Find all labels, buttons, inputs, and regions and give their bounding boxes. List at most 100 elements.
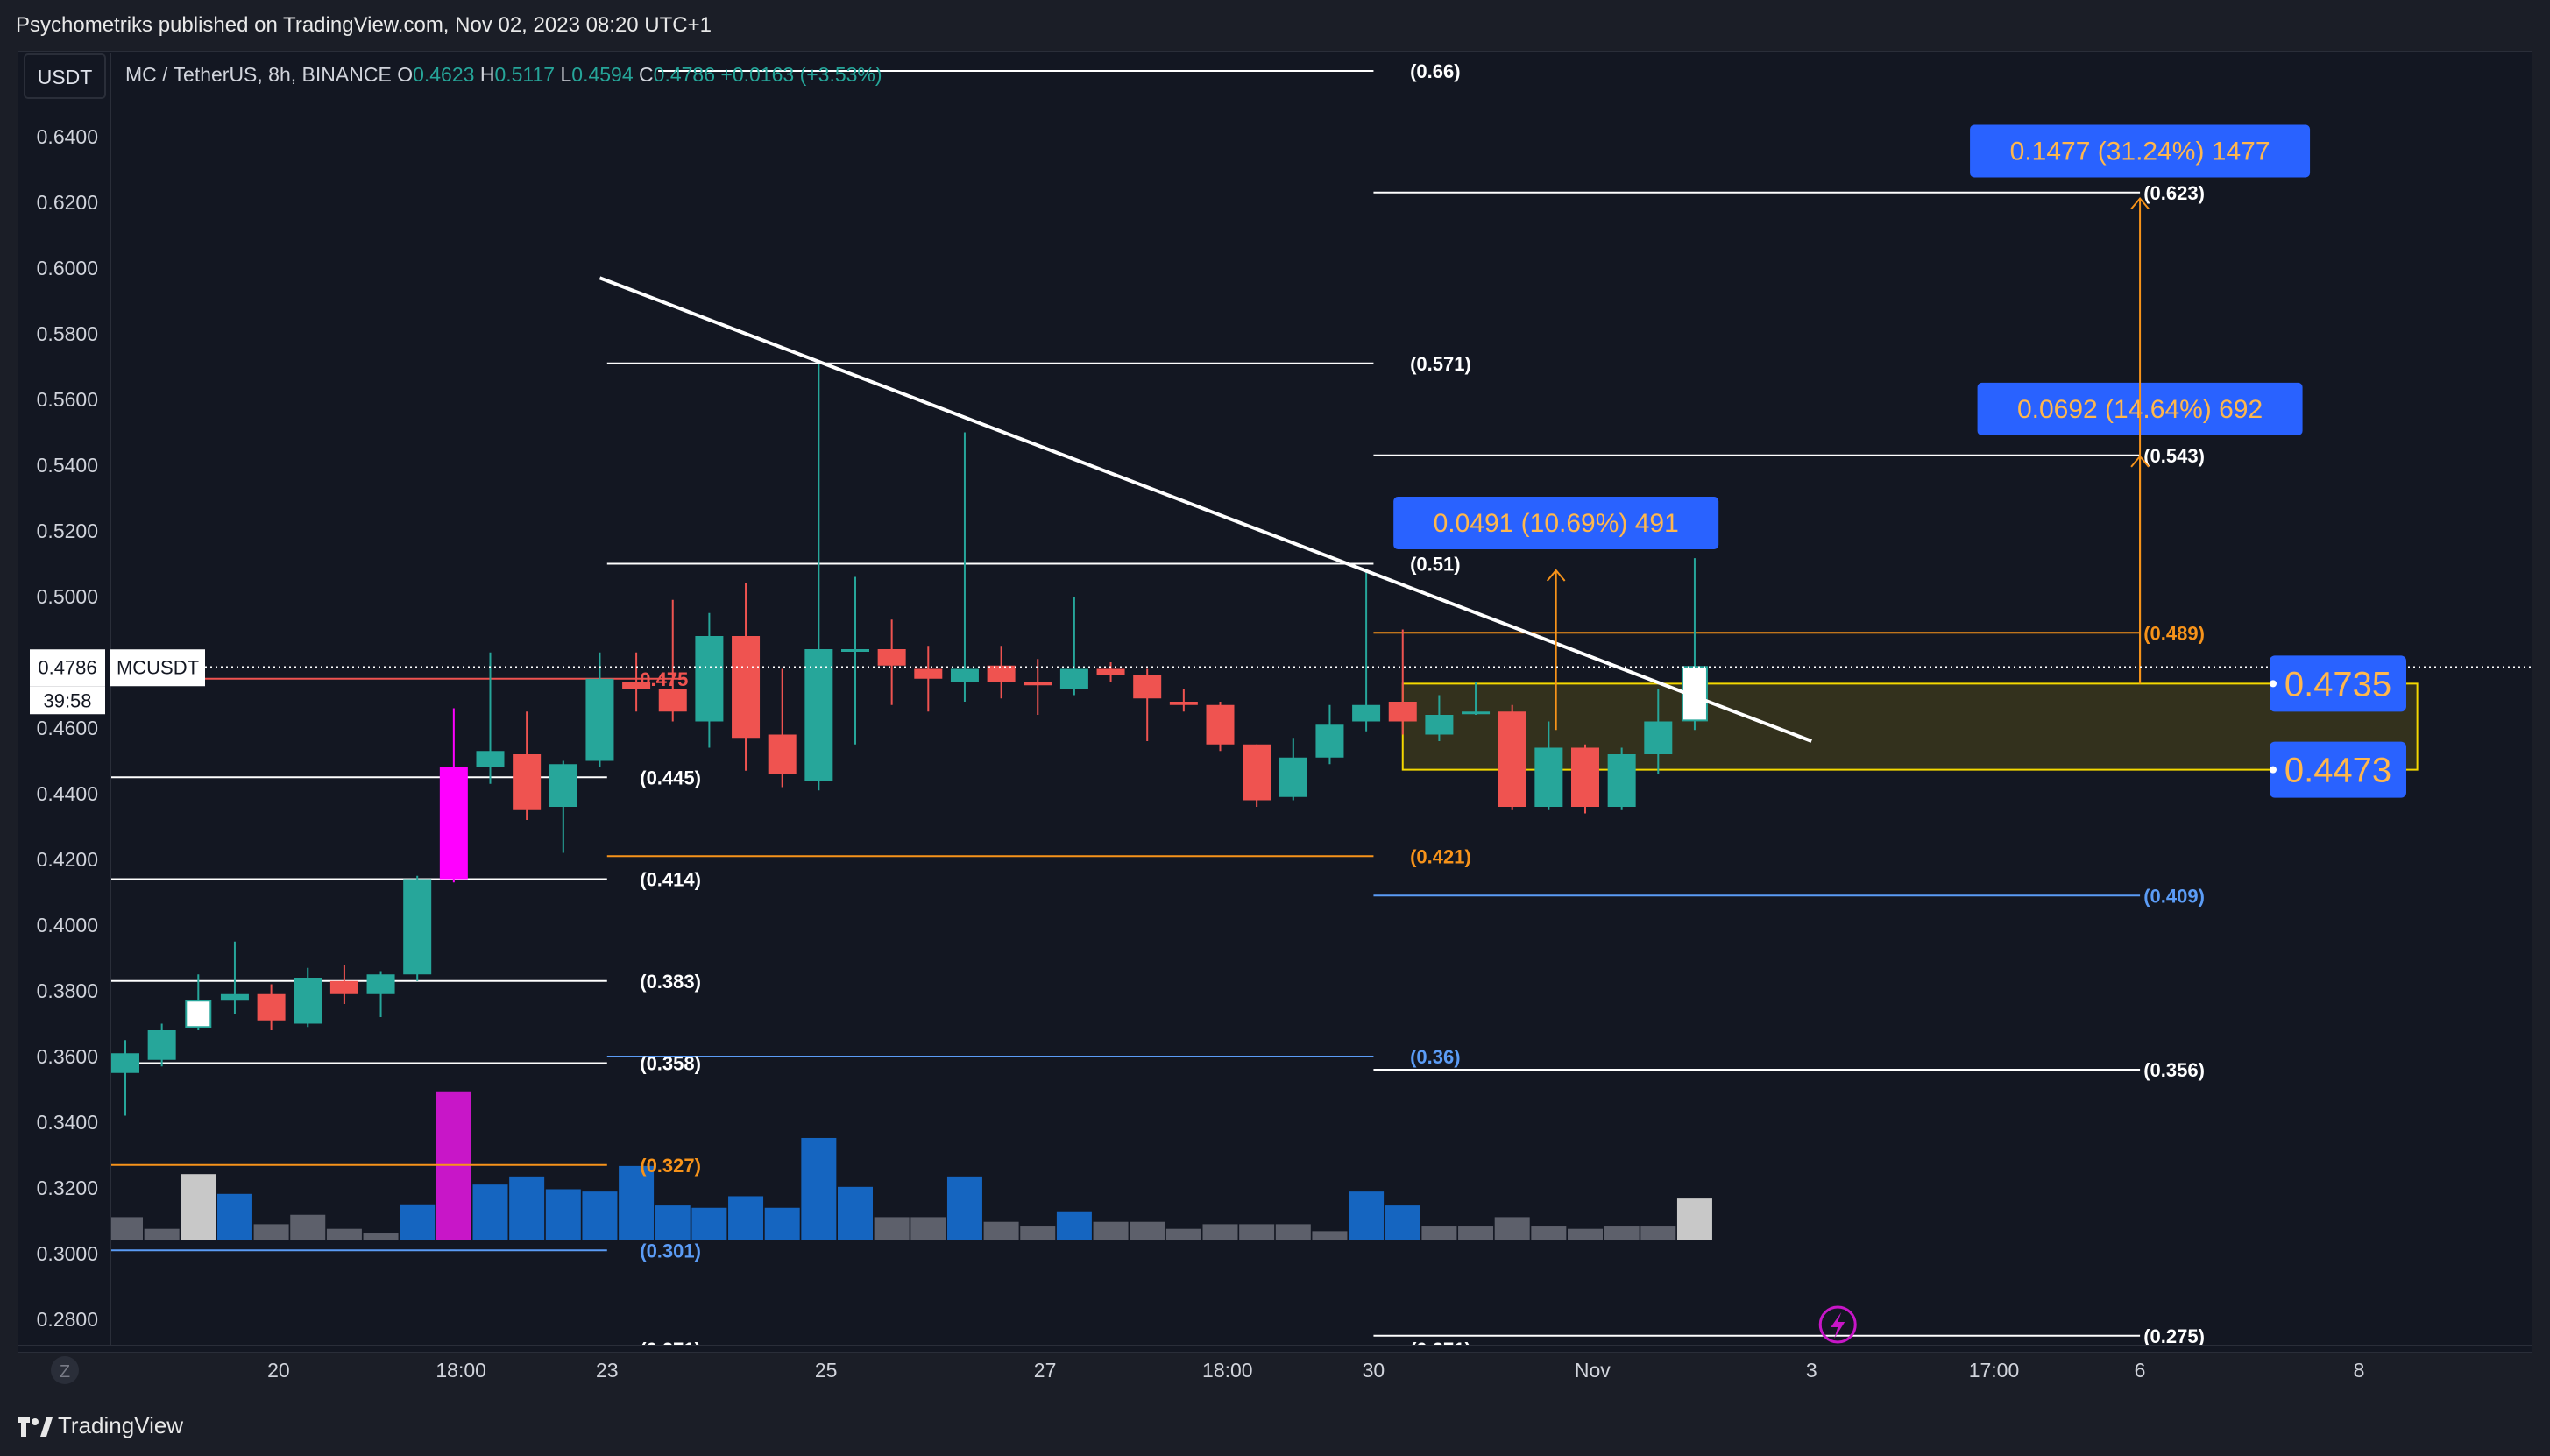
candle-body[interactable] [1133, 675, 1162, 699]
trend-line[interactable] [599, 276, 1812, 743]
candle-body[interactable] [1059, 668, 1088, 689]
candle-body[interactable] [329, 980, 358, 994]
candle-body[interactable] [1024, 682, 1052, 686]
candle-body[interactable] [476, 751, 505, 767]
y-axis-tick-label: 0.3600 [37, 1045, 98, 1068]
candle-body[interactable] [366, 974, 395, 994]
candle-body[interactable] [549, 764, 577, 807]
y-axis-tick-label: 0.5000 [37, 585, 98, 608]
candle-body[interactable] [220, 993, 249, 1001]
volume-bar [1458, 1226, 1494, 1240]
candle-body[interactable] [1425, 715, 1454, 735]
candle-body[interactable] [1607, 754, 1636, 807]
candle-body[interactable] [841, 649, 869, 652]
volume-bar [144, 1228, 180, 1240]
countdown-bg [30, 686, 105, 715]
legend-o-value: 0.4623 [413, 63, 480, 86]
candle-body[interactable] [622, 682, 651, 689]
volume-bar [545, 1189, 581, 1240]
candle-body[interactable] [804, 649, 833, 781]
lightning-alert-icon[interactable] [1818, 1305, 1857, 1344]
y-axis-tick-label: 0.4400 [37, 782, 98, 805]
volume-bar [363, 1233, 399, 1240]
candle-body[interactable] [294, 978, 322, 1024]
legend-h-label: H [480, 63, 495, 86]
zone-price-tag[interactable]: 0.4473 [2270, 741, 2406, 798]
support-zone[interactable] [1401, 682, 2419, 771]
volume-bar [110, 1217, 143, 1240]
fib-level-label: (0.571) [1410, 353, 1471, 375]
candle-body[interactable] [1279, 757, 1307, 797]
candle-body[interactable] [111, 1053, 139, 1073]
legend-symbol: MC / TetherUS, 8h, BINANCE [125, 63, 397, 86]
candle-body[interactable] [1352, 704, 1381, 722]
volume-bar [1093, 1221, 1129, 1240]
currency-button[interactable]: USDT [24, 53, 106, 99]
candle-body[interactable] [1206, 704, 1235, 745]
candle-body[interactable] [1315, 724, 1344, 758]
fib-level-label: (0.271) [640, 1339, 701, 1361]
zone-price-tag[interactable]: 0.4735 [2270, 655, 2406, 712]
candle-body[interactable] [1498, 711, 1526, 807]
z-goto-date-icon [51, 1356, 79, 1384]
plot-area[interactable]: (0.66) (0.623) (0.571) (0.543) (0.51) (0.489)… [108, 60, 2419, 1361]
y-axis-tick-label: 0.4000 [37, 914, 98, 937]
fib-level-label: (0.383) [640, 971, 701, 993]
candle-body[interactable] [1462, 711, 1491, 715]
fib-level-label: (0.36) [1410, 1046, 1460, 1068]
y-axis-tick-label: 0.5200 [37, 519, 98, 542]
candle-body[interactable] [185, 1000, 212, 1028]
volume-bar [910, 1217, 946, 1240]
fib-level-label: (0.489) [2143, 622, 2205, 644]
y-axis-tick-label: 0.3400 [37, 1111, 98, 1134]
x-axis-tick-label: 6 [2135, 1359, 2146, 1382]
candle-body[interactable] [987, 665, 1016, 682]
ticker-tag-label: MCUSDT [117, 656, 199, 678]
measure-badge[interactable] [1393, 497, 1719, 549]
volume-bar [801, 1137, 837, 1240]
measure-badge[interactable] [1970, 124, 2311, 178]
top-bar: Psychometriks published on TradingView.c… [0, 0, 2550, 51]
x-axis-tick-label: 17:00 [1969, 1359, 2020, 1382]
candle-body[interactable] [1571, 747, 1599, 808]
candle-body[interactable] [439, 767, 468, 880]
candle-body[interactable] [768, 734, 797, 774]
legend-change: +0.0163 (+3.53%) [720, 63, 882, 86]
goto-date-button[interactable]: Z [51, 1356, 79, 1384]
candle-body[interactable] [1644, 721, 1673, 755]
brand-name: TradingView [58, 1412, 184, 1438]
ticker-tag-bg [110, 649, 205, 687]
fib-level-label: (0.356) [2143, 1059, 2205, 1081]
volume-bar [838, 1186, 873, 1240]
candle-body[interactable] [403, 879, 432, 975]
candle-body[interactable] [1096, 668, 1125, 676]
x-axis-tick-label: 18:00 [436, 1359, 486, 1382]
candle-body[interactable] [658, 689, 687, 712]
candle-body[interactable] [1243, 744, 1271, 801]
candle-body[interactable] [585, 678, 614, 761]
candle-body[interactable] [513, 754, 542, 810]
volume-bar [1568, 1228, 1603, 1240]
volume-bar [509, 1176, 545, 1240]
current-price-tag[interactable]: 0.4786 39:58 MCUSDT [30, 649, 205, 715]
candle-body[interactable] [147, 1030, 176, 1060]
measure-arrow-icon [1546, 569, 1566, 582]
candle-body[interactable] [914, 668, 943, 679]
candle-body[interactable] [695, 636, 724, 722]
y-axis-tick-label: 0.4600 [37, 717, 98, 739]
fib-level-label: (0.271) [1410, 1339, 1471, 1361]
candle-body[interactable] [950, 668, 979, 682]
fib-level-label: (0.275) [2143, 1325, 2205, 1347]
candle-body[interactable] [1169, 702, 1198, 705]
candle-body[interactable] [877, 649, 906, 666]
alert-bolt [1831, 1312, 1845, 1339]
volume-bar [1676, 1198, 1712, 1240]
candle-body[interactable] [1388, 702, 1417, 722]
volume-bar [1056, 1211, 1092, 1240]
x-axis-tick-label: 18:00 [1202, 1359, 1253, 1382]
y-axis-tick-label: 0.2800 [37, 1308, 98, 1331]
candle-body[interactable] [257, 993, 286, 1021]
candle-body[interactable] [732, 636, 761, 739]
candle-body[interactable] [1534, 747, 1563, 808]
